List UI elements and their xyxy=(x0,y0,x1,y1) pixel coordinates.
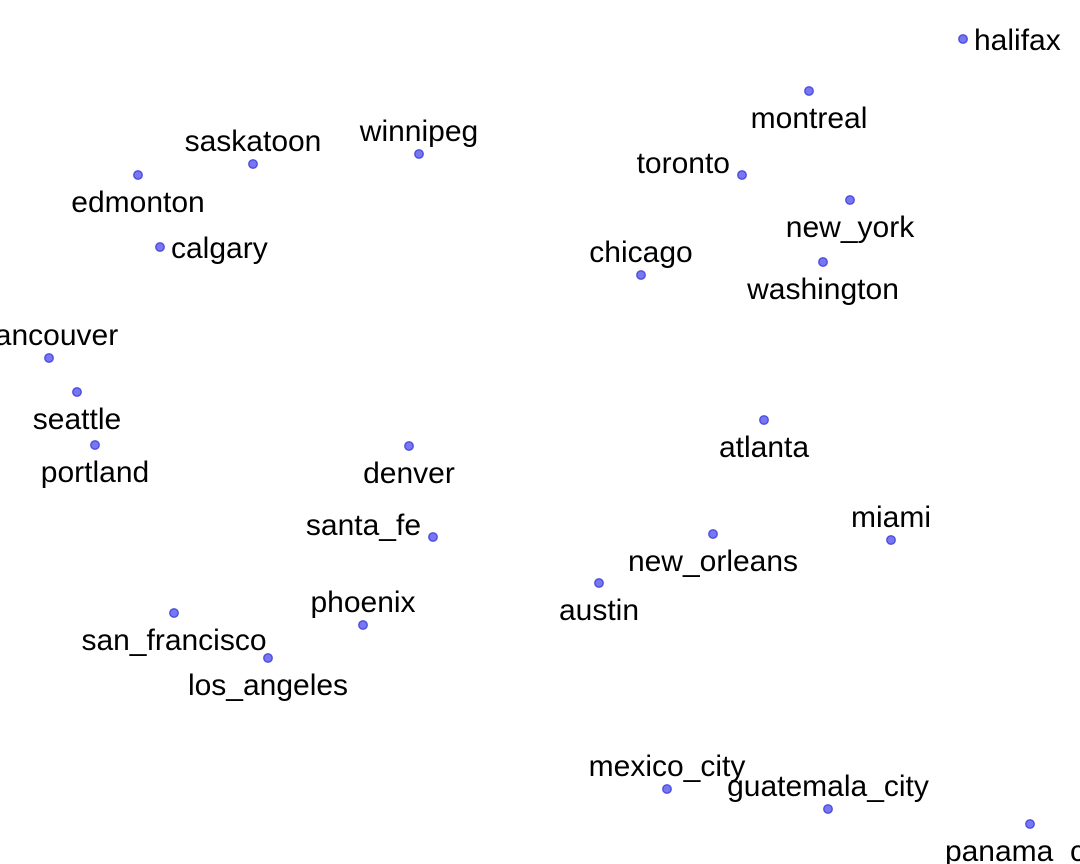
label-washington: washington xyxy=(746,273,899,306)
point-santa-fe xyxy=(428,532,438,542)
point-atlanta xyxy=(759,415,769,425)
label-seattle: seattle xyxy=(33,403,121,436)
label-mexico-city: mexico_city xyxy=(589,750,746,783)
point-winnipeg xyxy=(414,149,424,159)
point-guatemala-city xyxy=(823,804,833,814)
label-atlanta: atlanta xyxy=(719,431,809,464)
label-santa-fe: santa_fe xyxy=(306,509,421,542)
point-mexico-city xyxy=(662,784,672,794)
label-halifax: halifax xyxy=(974,24,1061,57)
point-halifax xyxy=(958,34,968,44)
label-toronto: toronto xyxy=(637,147,730,180)
label-new-orleans: new_orleans xyxy=(628,545,798,578)
label-saskatoon: saskatoon xyxy=(185,125,322,158)
label-new-york: new_york xyxy=(786,211,915,244)
point-denver xyxy=(404,441,414,451)
point-calgary xyxy=(155,242,165,252)
point-toronto xyxy=(737,170,747,180)
point-panama-city xyxy=(1025,819,1035,829)
label-austin: austin xyxy=(559,594,639,627)
point-saskatoon xyxy=(248,159,258,169)
label-denver: denver xyxy=(363,457,455,490)
label-winnipeg: winnipeg xyxy=(359,115,478,148)
point-los-angeles xyxy=(263,653,273,663)
label-panama-city: panama_city xyxy=(945,835,1080,864)
point-austin xyxy=(594,578,604,588)
label-calgary: calgary xyxy=(171,232,268,265)
label-chicago: chicago xyxy=(589,236,692,269)
point-vancouver xyxy=(44,353,54,363)
points-layer xyxy=(44,34,1035,829)
label-guatemala-city: guatemala_city xyxy=(727,770,929,803)
point-new-orleans xyxy=(708,529,718,539)
label-los-angeles: los_angeles xyxy=(188,669,348,702)
label-montreal: montreal xyxy=(751,102,868,135)
label-vancouver: vancouver xyxy=(0,319,118,352)
label-phoenix: phoenix xyxy=(310,586,415,619)
label-miami: miami xyxy=(851,501,931,534)
label-san-francisco: san_francisco xyxy=(81,624,266,657)
point-miami xyxy=(886,535,896,545)
labels-layer: halifax montreal toronto new_york washington… xyxy=(0,24,1080,864)
label-edmonton: edmonton xyxy=(71,186,204,219)
point-montreal xyxy=(804,86,814,96)
point-edmonton xyxy=(133,170,143,180)
point-chicago xyxy=(636,270,646,280)
point-seattle xyxy=(72,387,82,397)
point-new-york xyxy=(845,195,855,205)
point-phoenix xyxy=(358,620,368,630)
point-portland xyxy=(90,440,100,450)
point-washington xyxy=(818,257,828,267)
point-san-francisco xyxy=(169,608,179,618)
label-portland: portland xyxy=(41,456,149,489)
